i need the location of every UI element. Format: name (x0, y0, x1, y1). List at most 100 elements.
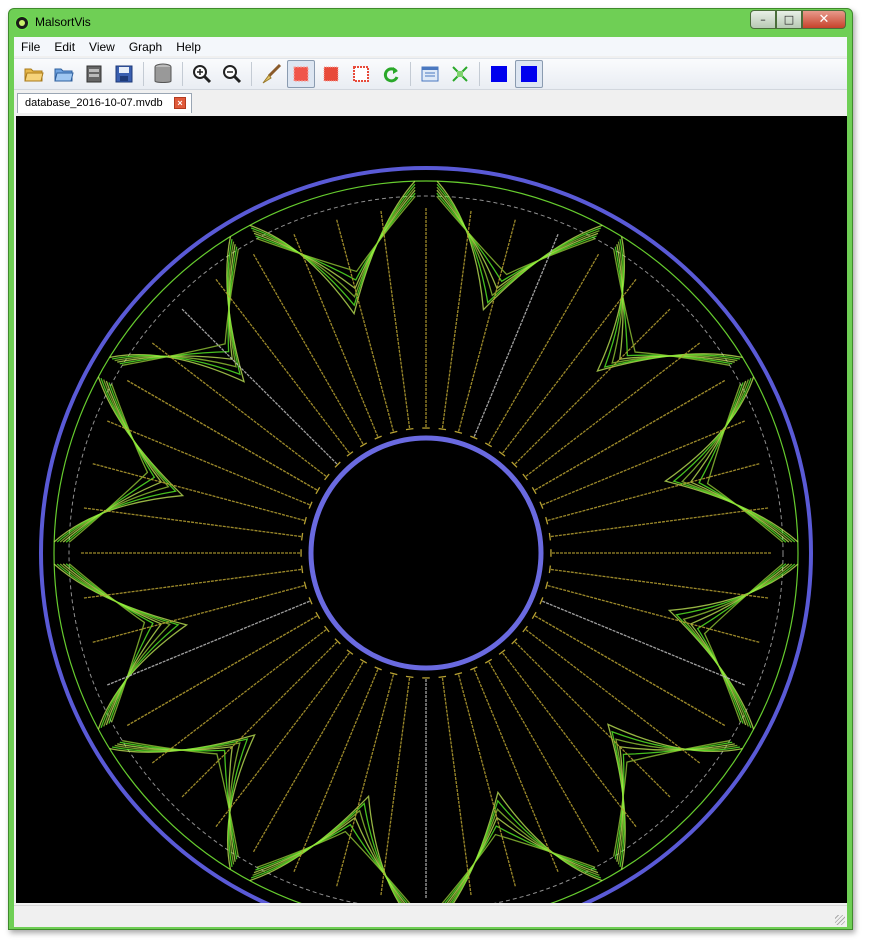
spoke-tick (359, 442, 368, 448)
edge-bundle (698, 382, 787, 543)
color-blue-button[interactable] (485, 60, 513, 88)
spoke (524, 342, 701, 478)
edge-bundle (65, 563, 154, 724)
edge-bundle (706, 383, 784, 543)
spoke-tick (438, 675, 447, 679)
database-button[interactable] (149, 60, 177, 88)
spoke (513, 308, 671, 466)
spoke-tick (454, 430, 463, 434)
select-fill-button[interactable] (287, 60, 315, 88)
resize-grip-icon[interactable] (835, 915, 845, 925)
edge-bundle (122, 740, 239, 857)
hierarchical-edge-bundle-graph[interactable] (16, 116, 847, 940)
edge-bundle (616, 743, 735, 862)
edge-bundle (667, 563, 799, 730)
app-logo-icon (15, 16, 29, 30)
spoke-tick (334, 638, 341, 645)
edge-bundle (117, 743, 236, 862)
panel-icon (421, 66, 439, 82)
edge-bundle (436, 186, 600, 297)
save-button[interactable] (110, 60, 138, 88)
edge-bundle (613, 249, 730, 366)
spoke-tick (324, 625, 330, 633)
spoke (293, 234, 379, 438)
spoke-tick (315, 486, 321, 495)
spoke-tick (531, 486, 537, 495)
edge-bundle (436, 799, 602, 923)
spoke (487, 253, 600, 446)
spoke-tick (405, 675, 414, 679)
spoke (546, 584, 760, 643)
edge-bundle (256, 830, 416, 911)
menu-edit[interactable]: Edit (54, 39, 76, 54)
edge-bundle (675, 563, 796, 729)
toolbar-separator (410, 62, 411, 86)
menu-graph[interactable]: Graph (128, 39, 163, 54)
spoke (457, 673, 516, 887)
edge-bundle (255, 192, 416, 281)
edge-bundle (65, 382, 156, 543)
spoke (541, 420, 745, 506)
floppy-disk-icon (115, 65, 133, 83)
tab-database[interactable]: database_2016-10-07.mvdb × (17, 93, 192, 113)
edge-bundle (250, 183, 416, 307)
edge-bundle (111, 738, 249, 868)
edge-bundle (114, 241, 237, 368)
spoke-tick (545, 581, 549, 590)
minimize-button[interactable]: – (750, 10, 776, 29)
close-button[interactable]: ✕ (802, 10, 846, 29)
maximize-button[interactable]: □ (776, 10, 802, 29)
edge-bundle (613, 740, 730, 857)
spoke (546, 463, 760, 522)
open-blue-folder-icon (54, 68, 74, 82)
toolbar-separator (479, 62, 480, 86)
spoke (215, 651, 351, 828)
edge-bundle (252, 186, 416, 298)
refresh-button[interactable] (377, 60, 405, 88)
edge-bundle (436, 192, 597, 283)
blue-square-icon (521, 66, 537, 82)
select-dots-button[interactable] (317, 60, 345, 88)
color-blue-selected-button[interactable] (515, 60, 543, 88)
spoke (487, 660, 600, 853)
spoke (252, 253, 365, 446)
brush-icon (262, 63, 282, 84)
edge-bundle (663, 376, 799, 543)
menu-file[interactable]: File (21, 39, 41, 54)
edge-bundle (436, 833, 596, 911)
spoke (215, 278, 351, 455)
toolbar (14, 58, 847, 90)
edge-bundle (122, 249, 239, 366)
spoke (336, 219, 395, 433)
brush-button[interactable] (257, 60, 285, 88)
open-recent-button[interactable] (50, 60, 78, 88)
title-bar[interactable]: MalsortVis – □ ✕ (9, 9, 852, 37)
edge-bundle (611, 241, 738, 364)
select-outline-button[interactable] (347, 60, 375, 88)
menu-view[interactable]: View (89, 39, 115, 54)
zoom-in-button[interactable] (188, 60, 216, 88)
spoke (457, 219, 516, 433)
toolbar-separator (251, 62, 252, 86)
spoke (533, 379, 726, 492)
zoom-in-icon (193, 65, 212, 84)
spoke (441, 210, 472, 430)
blue-square-icon (491, 66, 507, 82)
spoke-tick (454, 672, 463, 676)
fit-button[interactable] (446, 60, 474, 88)
import-button[interactable] (80, 60, 108, 88)
panel-button[interactable] (416, 60, 444, 88)
zoom-out-button[interactable] (218, 60, 246, 88)
inner-ring (308, 435, 544, 671)
spoke-tick (470, 435, 478, 440)
tab-close-icon[interactable]: × (174, 97, 186, 109)
menu-help[interactable]: Help (176, 39, 201, 54)
spoke (380, 676, 411, 896)
open-folder-icon (24, 68, 44, 82)
tab-label: database_2016-10-07.mvdb (25, 97, 163, 109)
open-folder-button[interactable] (20, 60, 48, 88)
spoke (252, 660, 365, 853)
graph-canvas[interactable] (16, 116, 847, 940)
edge-bundle (436, 195, 596, 276)
edge-bundle (256, 195, 416, 273)
